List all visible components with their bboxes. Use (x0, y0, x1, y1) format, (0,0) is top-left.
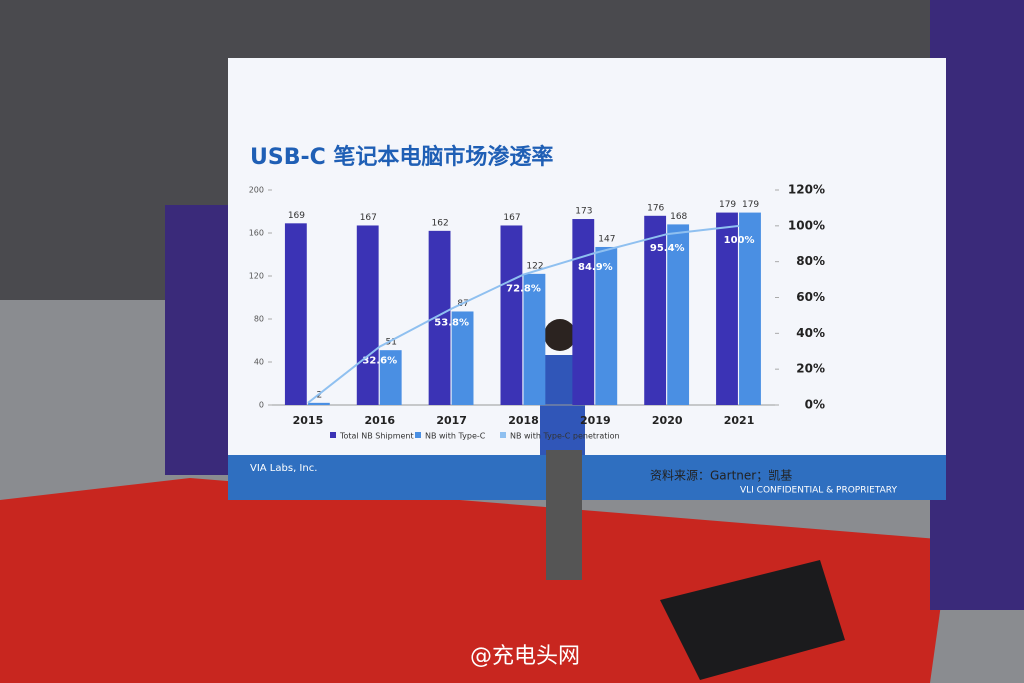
line-value-label: 53.8% (434, 318, 469, 329)
y2-tick-label: 40% (796, 326, 825, 340)
bar-value-label: 168 (670, 212, 687, 222)
speaker-legs (546, 450, 582, 580)
legend-label: NB with Type-C (425, 432, 486, 441)
bar-value-label: 51 (386, 338, 397, 348)
bar-value-label: 122 (526, 261, 543, 271)
y-tick-label: 40 (254, 358, 264, 367)
y2-tick-label: 80% (796, 254, 825, 268)
line-value-label: 32.6% (362, 356, 397, 367)
bar-value-label: 179 (742, 200, 759, 210)
legend-label: NB with Type-C penetration (510, 432, 620, 441)
left-banner (165, 205, 233, 475)
bar (284, 223, 307, 405)
y2-tick-label: 0% (805, 398, 825, 412)
bar-value-label: 179 (719, 200, 736, 210)
x-tick-label: 2016 (364, 414, 395, 427)
bar-value-label: 2 (317, 390, 323, 400)
bar (500, 225, 523, 405)
line-value-label: 84.9% (578, 262, 613, 273)
y-tick-label: 0 (259, 401, 264, 410)
y2-tick-label: 120% (788, 183, 825, 197)
bar (379, 350, 402, 405)
legend-swatch (330, 432, 336, 438)
bar-value-label: 162 (432, 218, 449, 228)
y-tick-label: 80 (254, 315, 264, 324)
chart-title: USB-C 笔记本电脑市场渗透率 (250, 144, 553, 170)
x-tick-label: 2017 (436, 414, 467, 427)
x-tick-label: 2020 (652, 414, 683, 427)
legend-label: Total NB Shipment (339, 432, 414, 441)
line-value-label: 72.8% (506, 284, 541, 295)
bar (307, 402, 330, 405)
plot: 0 40 80 120 160 200 0% 20% 40% 60% 80% 100% 120% 2015… (249, 183, 825, 441)
bar (451, 311, 474, 405)
y-tick-label: 200 (249, 186, 264, 195)
bar (572, 219, 595, 405)
speaker-head (544, 319, 576, 351)
legend-swatch (500, 432, 506, 438)
footer: VLI CONFIDENTIAL & PROPRIETARY (740, 486, 897, 496)
bar-value-label: 176 (647, 203, 664, 213)
y-tick-label: 160 (249, 229, 264, 238)
x-tick-label: 2018 (508, 414, 539, 427)
watermark: @充电头网 (470, 644, 580, 669)
y2-tick-label: 60% (796, 290, 825, 304)
bar (595, 246, 618, 405)
bar-value-label: 167 (503, 213, 520, 223)
company: VIA Labs, Inc. (250, 463, 317, 474)
line (307, 224, 740, 404)
y2-tick-label: 20% (796, 362, 825, 376)
bar-value-label: 173 (575, 207, 592, 217)
x-tick-label: 2015 (293, 414, 324, 427)
legend-swatch (415, 432, 421, 438)
bar (739, 212, 761, 405)
bar (523, 273, 546, 405)
source: 资料来源：Gartner；凯基 (650, 469, 792, 483)
bar-value-label: 147 (598, 234, 615, 244)
bar (667, 224, 690, 405)
bar (716, 212, 738, 405)
bar (356, 225, 379, 405)
bar (428, 230, 451, 405)
screen-footer-band (228, 455, 946, 500)
y2-tick-label: 100% (788, 218, 825, 232)
x-tick-label: 2021 (724, 414, 755, 427)
bar (644, 215, 667, 405)
y-tick-label: 120 (249, 272, 264, 281)
bar-value-label: 167 (360, 213, 377, 223)
line-value-label: 100% (724, 235, 755, 246)
monitor-speaker (660, 560, 845, 680)
line-value-label: 95.4% (650, 243, 685, 254)
bar-value-label: 169 (288, 211, 305, 221)
x-tick-label: 2019 (580, 414, 611, 427)
